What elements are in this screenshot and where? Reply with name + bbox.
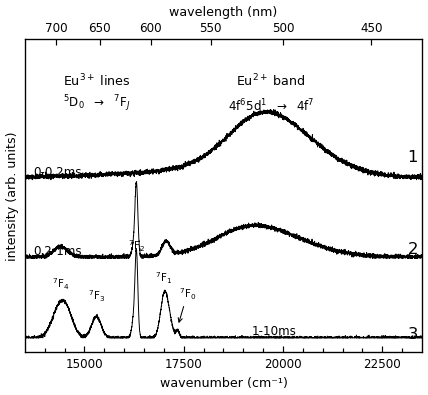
Text: $^7$F$_2$: $^7$F$_2$: [128, 238, 145, 254]
Text: 0,2-1ms: 0,2-1ms: [33, 245, 81, 258]
Text: Eu$^{3+}$ lines: Eu$^{3+}$ lines: [62, 73, 130, 89]
X-axis label: wavelength (nm): wavelength (nm): [169, 6, 278, 19]
Text: 0-0,2ms: 0-0,2ms: [33, 166, 81, 179]
Text: $^7$F$_1$: $^7$F$_1$: [155, 270, 172, 286]
Text: $^7$F$_3$: $^7$F$_3$: [88, 288, 105, 303]
Text: $^5$D$_0$  $\rightarrow$  $^7$F$_J$: $^5$D$_0$ $\rightarrow$ $^7$F$_J$: [63, 93, 130, 114]
Text: Eu$^{2+}$ band: Eu$^{2+}$ band: [236, 73, 306, 89]
Text: 1-10ms: 1-10ms: [251, 324, 296, 337]
Text: 2: 2: [407, 242, 418, 257]
Y-axis label: intensity (arb. units): intensity (arb. units): [6, 132, 19, 261]
Text: 4f$^6$5d$^1$  $\rightarrow$  4f$^7$: 4f$^6$5d$^1$ $\rightarrow$ 4f$^7$: [228, 97, 315, 114]
Text: 3: 3: [408, 326, 418, 341]
Text: $^7$F$_4$: $^7$F$_4$: [52, 276, 69, 291]
Text: $^7$F$_0$: $^7$F$_0$: [178, 285, 196, 322]
X-axis label: wavenumber (cm⁻¹): wavenumber (cm⁻¹): [160, 376, 288, 389]
Text: 1: 1: [408, 149, 418, 164]
